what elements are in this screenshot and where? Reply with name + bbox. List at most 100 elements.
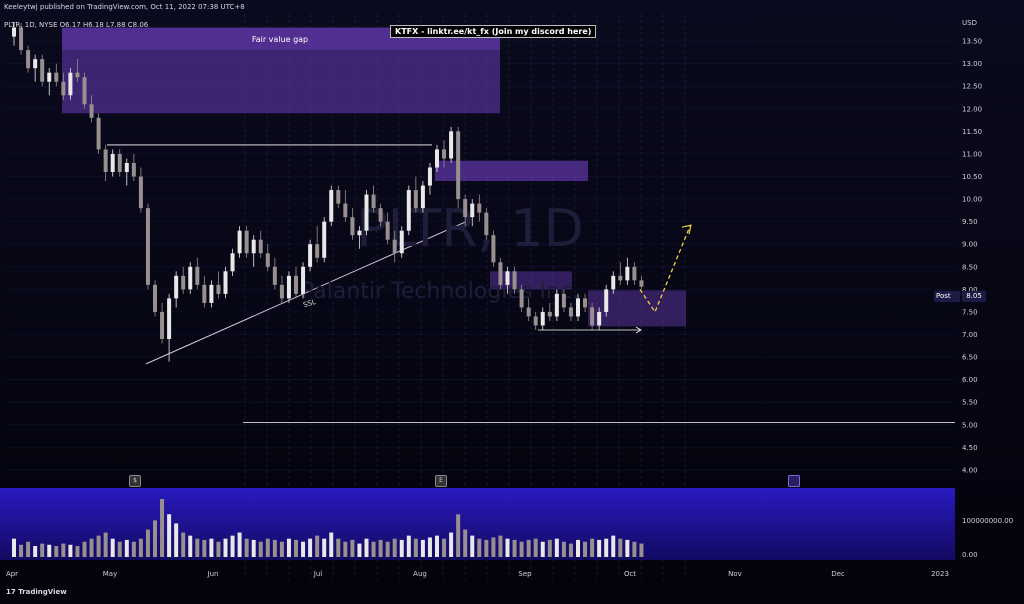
y-tick-label: 9.50 [962,218,978,226]
volume-bar [244,538,249,557]
volume-bar [279,541,284,557]
candle [315,226,320,263]
candle-body [336,190,341,204]
x-tick-label: Jul [313,570,323,578]
candle [484,208,489,240]
candle [533,311,538,330]
candle [336,185,341,209]
volume-bar [639,543,644,557]
candle [145,203,150,290]
volume-bar [181,532,186,557]
candle [301,262,306,299]
x-tick-label: Dec [831,570,845,578]
x-tick-label: Sep [518,570,532,578]
candle-body [611,275,616,290]
candle-body [357,230,362,236]
candle [82,72,87,109]
candle-body [279,284,284,299]
candle-body [561,293,566,308]
candle-body [618,275,623,281]
upcoming-earnings-icon[interactable] [788,475,800,487]
candle-body [167,298,172,340]
candle-body [96,117,101,150]
candle [329,185,334,227]
trendline [145,221,467,365]
volume-bar [68,544,73,557]
candle-body [117,153,122,172]
volume-bar [251,539,256,557]
candle [223,266,228,299]
y-tick-label: 4.50 [962,444,978,452]
y-tick-label: 12.50 [962,83,982,91]
volume-bar [82,541,87,557]
x-tick-label: Aug [413,570,427,578]
candle [435,144,439,172]
volume-bar [61,543,66,557]
candle-body [223,271,228,294]
price-tag-label: Post [936,292,951,300]
price-tag-value: 8.05 [962,291,986,302]
volume-bar [526,539,531,557]
y-tick-label: 5.00 [962,421,978,429]
candle [547,302,552,321]
x-tick-label: Nov [728,570,742,578]
candle [294,266,298,299]
x-tick-label: May [103,570,117,578]
candle-body [329,190,334,222]
discord-banner[interactable]: KTFX - linktr.ee/kt_fx (Join my discord … [390,25,597,38]
annotation-lines: SSL [107,144,955,423]
candle [181,266,186,294]
volume-bar [371,541,376,557]
candle-body [526,307,531,317]
x-tick-label: Oct [624,570,636,578]
volume-bar [89,538,94,557]
x-tick-label: Apr [6,570,18,578]
candle-body [568,307,573,317]
volume-bar [75,546,80,557]
candle-body [547,311,552,317]
candle [103,144,108,182]
candle-body [406,190,411,231]
candle [639,275,644,290]
candle [583,293,588,312]
volume-bar [160,499,165,557]
volume-bar [174,523,179,557]
fvg-label: Fair value gap [252,35,308,44]
candle-body [399,230,404,254]
candle [138,167,143,213]
volume-bar [611,535,616,557]
candle [12,23,16,46]
candle-body [68,72,73,96]
dividend-event-icon[interactable]: $ [129,475,141,487]
volume-bar [167,514,172,557]
candle [477,194,482,222]
volume-bar [188,535,193,557]
candle [554,289,559,321]
candle-body [202,284,207,303]
volume-bar [209,538,214,557]
candle [512,266,517,294]
y-tick-label: 11.50 [962,128,982,136]
volume-bar [498,535,503,557]
volume-bar [12,538,16,557]
volume-bar [322,538,327,557]
volume-bar [484,539,489,557]
earnings-event-icon[interactable]: E [435,475,447,487]
volume-bar [216,541,221,557]
volume-bars [12,499,644,557]
volume-bar [491,537,496,557]
candles[interactable] [12,23,644,362]
candle-body [40,59,45,82]
candle [597,307,602,330]
volume-bar [301,541,306,557]
candle [568,302,573,321]
volume-bar [153,520,157,557]
volume-bar [547,539,552,557]
volume-bar [308,538,313,557]
candle [350,208,355,240]
tradingview-logo[interactable]: 17 TradingView [6,588,67,596]
candle [611,271,616,294]
volume-bar [54,546,59,557]
candle-body [498,262,503,285]
